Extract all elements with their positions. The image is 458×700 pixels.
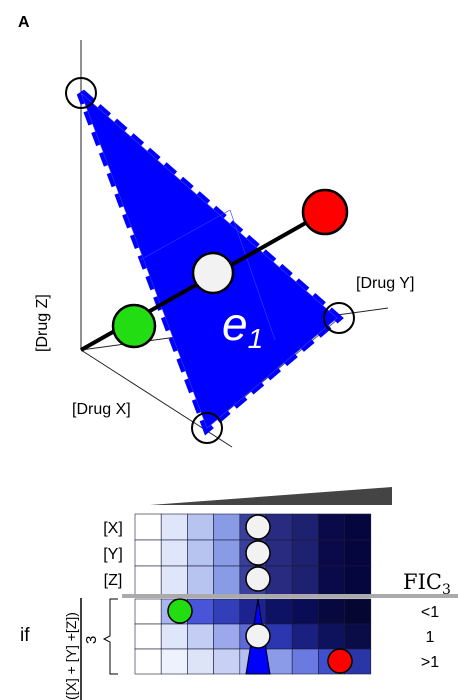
grid-cell (239, 598, 267, 625)
grid-cell (134, 539, 162, 567)
grid-cell (318, 513, 345, 541)
col-circle-z (245, 566, 271, 592)
grid-cell (160, 539, 188, 567)
drug-y-label: [Drug Y] (356, 275, 414, 292)
grid-cell (187, 648, 214, 675)
grid-cell (134, 513, 162, 541)
fic-grid-diagram: [X] [Y] [Z] FIC3 <1 1 >1 if ([X] + [Y] +… (20, 487, 458, 700)
ternary-3d-diagram: e1 [Drug Z] [Drug Y] [Drug X] (34, 40, 414, 448)
grid-cell (344, 623, 372, 650)
grid-cell (160, 648, 188, 675)
fic-value-equal: 1 (426, 629, 435, 646)
concentration-wedge (150, 487, 392, 505)
grid-cell (134, 598, 162, 625)
grid-cell (213, 598, 241, 625)
col-circle-x (245, 514, 271, 540)
grid-cell (344, 598, 372, 625)
red-point (301, 188, 349, 236)
grid-cell (213, 648, 241, 675)
grid-cell (160, 623, 188, 650)
grid-cell (213, 513, 241, 541)
grid-cell (213, 539, 241, 567)
grid-cell (134, 565, 162, 597)
fic-value-greater: >1 (421, 654, 439, 671)
green-grid-point (167, 598, 193, 624)
e1-label: e1 (222, 298, 263, 354)
grid-cell (213, 565, 241, 597)
red-grid-point (327, 648, 353, 674)
drug-z-label: [Drug Z] (34, 294, 51, 352)
vertex-y-circle (323, 302, 355, 334)
row-label-y: [Y] (103, 546, 123, 563)
grid-cell (344, 565, 372, 597)
grid-cell (291, 598, 319, 625)
grid-cell (187, 539, 214, 567)
grid-cell (265, 648, 293, 675)
sum-label: ([X] + [Y] +[Z]) (63, 612, 79, 700)
drug-x-label: [Drug X] (72, 401, 131, 418)
grid-cell (291, 513, 319, 541)
grid-cell (187, 513, 214, 541)
center-point (191, 251, 235, 295)
grid-cell (187, 623, 214, 650)
grid-cell (291, 648, 319, 675)
grid-cell (265, 598, 293, 625)
e1-plane-inner-lines (80, 92, 338, 429)
bracket-number: 3 (83, 636, 100, 644)
grid-cell (318, 598, 345, 625)
row-label-x: [X] (103, 520, 123, 537)
if-label: if (20, 625, 30, 646)
vertex-x-circle (191, 412, 223, 444)
grid-cell (160, 513, 188, 541)
green-point (111, 303, 157, 349)
grid-cell (213, 623, 241, 650)
col-circle-y (245, 540, 271, 566)
grid-cell (134, 648, 162, 675)
grid-cell (318, 539, 345, 567)
white-grid-point (245, 623, 271, 649)
grid-cell (291, 539, 319, 567)
fic-value-less: <1 (421, 604, 439, 621)
grid-cell (291, 565, 319, 597)
heatmap-grid (134, 513, 372, 675)
plane-facet-line-1 (139, 209, 231, 261)
panel-label: A (18, 14, 30, 31)
plane-facet-line-2 (229, 209, 276, 341)
vertex-z-circle (65, 77, 97, 109)
grid-cell (344, 539, 372, 567)
grid-cell (344, 513, 372, 541)
grid-cell (318, 623, 345, 650)
bracket (102, 598, 118, 675)
grid-cell (318, 565, 345, 597)
grid-cell (291, 623, 319, 650)
fic-label: FIC3 (403, 570, 451, 598)
grid-cell (187, 565, 214, 597)
grid-cell (160, 565, 188, 597)
row-label-z: [Z] (104, 572, 123, 589)
grid-cell (134, 623, 162, 650)
